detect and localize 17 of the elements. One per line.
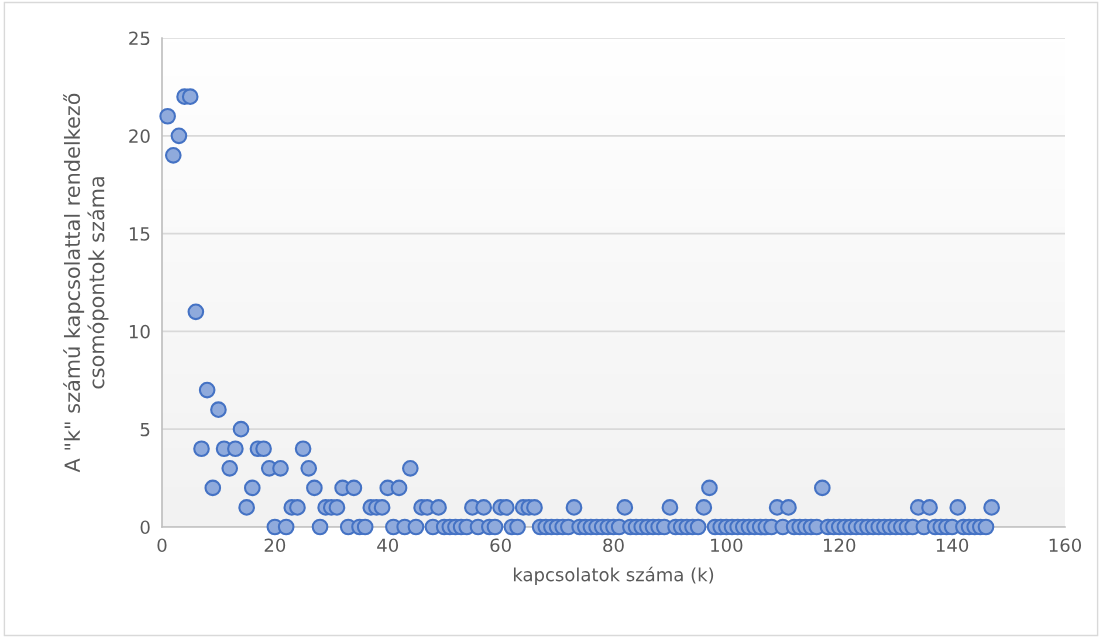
x-tick-label: 60 — [490, 538, 511, 553]
x-tick-label: 0 — [157, 538, 167, 553]
y-tick-label: 10 — [129, 324, 150, 339]
y-tick-label: 20 — [129, 129, 150, 143]
x-tick-label: 100 — [711, 538, 743, 553]
y-axis-title: A "k" számú kapcsolattal rendelkező csomópontok száma — [63, 93, 109, 473]
x-tick-label: 140 — [936, 538, 969, 553]
x-tick-label: 40 — [377, 538, 399, 553]
y-tick-label: 25 — [129, 31, 150, 46]
y-tick-label: 15 — [129, 227, 150, 241]
x-tick-label: 120 — [824, 538, 856, 553]
x-tick-label: 160 — [1049, 538, 1082, 553]
x-tick-label: 20 — [264, 538, 286, 553]
x-tick-label: 80 — [603, 538, 624, 553]
y-tick-label: 0 — [140, 520, 150, 535]
y-tick-label: 5 — [140, 422, 150, 437]
x-axis-title: kapcsolatok száma (k) — [513, 566, 714, 585]
